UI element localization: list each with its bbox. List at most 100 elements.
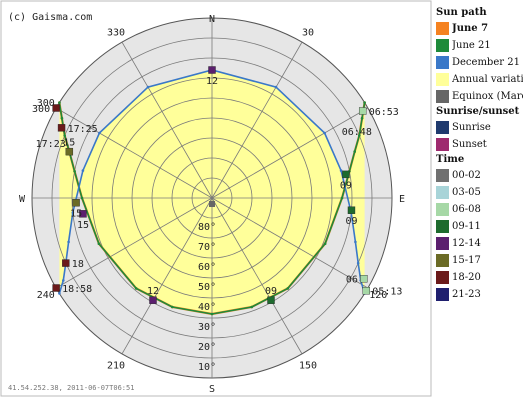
legend-label: 18-20 (452, 272, 481, 283)
hour-marker (149, 296, 157, 304)
hour-marker (79, 210, 87, 218)
series-point (97, 242, 101, 245)
hour-label: 18 (72, 259, 84, 270)
hour-marker (72, 199, 80, 207)
hour-marker (362, 287, 370, 295)
series-point (98, 131, 101, 135)
legend-heading-sun-path: Sun path (436, 7, 487, 18)
legend-swatch (436, 186, 449, 199)
series-point (58, 292, 61, 295)
hour-marker (208, 66, 216, 74)
legend-swatch (436, 288, 449, 301)
series-point (353, 150, 357, 153)
legend-heading-time: Time (436, 154, 465, 165)
series-point (358, 134, 361, 137)
hour-label: 15 (63, 138, 75, 149)
time-legend-item: 03-05 (436, 184, 523, 201)
altitude-label: 20° (198, 342, 216, 353)
sun-path-legend-item: December 21 (436, 54, 523, 71)
time-legend-item: 18-20 (436, 269, 523, 286)
legend-label: 06-08 (452, 204, 481, 215)
hour-label: 09 (340, 180, 352, 191)
legend-swatch (436, 138, 449, 151)
hour-marker (52, 104, 60, 112)
legend-swatch (436, 169, 449, 182)
legend-label: Sunset (452, 139, 487, 150)
azimuth-spoke (55, 107, 213, 199)
series-point (73, 170, 76, 173)
legend-swatch (436, 39, 449, 52)
legend-label: 15-17 (452, 255, 481, 266)
series-point (81, 169, 85, 172)
legend-label: Annual variation (452, 74, 523, 85)
hour-marker (358, 107, 367, 115)
legend-swatch (436, 73, 449, 86)
time-label: 17:23 (36, 139, 66, 150)
time-label: 06:48 (342, 127, 372, 138)
series-point (60, 116, 64, 120)
series-point (323, 131, 326, 135)
series-point (250, 305, 253, 309)
azimuth-label: 30 (302, 28, 314, 39)
series-point (363, 101, 366, 104)
series-point (354, 240, 357, 244)
time-legend-item: 12-14 (436, 235, 523, 252)
azimuth-spoke (211, 197, 369, 289)
altitude-label: 50° (198, 282, 216, 293)
hour-label: 05:13 (372, 287, 402, 298)
azimuth-label: 330 (107, 28, 125, 39)
equinox-marker (209, 201, 215, 207)
series-point (62, 279, 65, 282)
series-point (63, 134, 66, 137)
legend-swatch (436, 237, 449, 250)
legend-label: June 7 (452, 23, 489, 34)
series-point (286, 287, 290, 290)
time-legend-item: 21-23 (436, 286, 523, 303)
legend-swatch (436, 56, 449, 69)
hour-label: 12 (206, 76, 218, 87)
series-point (323, 242, 327, 245)
altitude-label: 40° (198, 302, 216, 313)
azimuth-label: 300 (37, 98, 55, 109)
time-legend-item: 09-11 (436, 218, 523, 235)
series-point (360, 116, 364, 120)
plot-frame (0, 0, 432, 397)
legend-label: Sunrise (452, 122, 491, 133)
azimuth-label: 150 (299, 360, 317, 371)
series-point (340, 196, 344, 200)
azimuth-label: 210 (107, 360, 125, 371)
hour-label: 06:53 (369, 107, 399, 118)
sun-path-legend-item: Equinox (March & September) (436, 88, 523, 105)
legend: Sun path June 7 June 21 December 21 Annual … (436, 6, 523, 391)
legend-swatch (436, 203, 449, 216)
altitude-label: 10° (198, 362, 216, 373)
sunrise-legend-item: Sunset (436, 136, 523, 153)
hour-label: 09 (265, 286, 277, 297)
legend-label: 00-02 (452, 170, 481, 181)
azimuth-label: 240 (37, 290, 55, 301)
series-point (134, 287, 138, 290)
sunrise-legend-item: Sunrise (436, 119, 523, 136)
legend-swatch (436, 121, 449, 134)
legend-swatch (436, 271, 449, 284)
time-legend-item: 15-17 (436, 252, 523, 269)
compass-label-s: S (209, 384, 215, 395)
compass-label-e: E (399, 194, 405, 205)
series-point (171, 305, 174, 309)
hour-label: 15 (70, 209, 82, 220)
azimuth-spoke (211, 107, 369, 199)
azimuth-spoke (121, 197, 213, 355)
azimuth-spoke (121, 41, 213, 199)
series-point (146, 85, 150, 89)
series-point (274, 85, 278, 89)
compass-label-w: W (19, 194, 26, 205)
legend-swatch (436, 254, 449, 267)
hour-label: 06 (346, 275, 358, 286)
hour-label: 12 (147, 286, 159, 297)
altitude-label: 30° (198, 322, 216, 333)
sun-path-legend-item: June 7 (436, 20, 523, 37)
hour-label: 09 (345, 216, 357, 227)
series-point (71, 211, 75, 214)
watermark: (c) Gaisma.com (8, 12, 92, 23)
legend-label: December 21 (452, 57, 520, 68)
